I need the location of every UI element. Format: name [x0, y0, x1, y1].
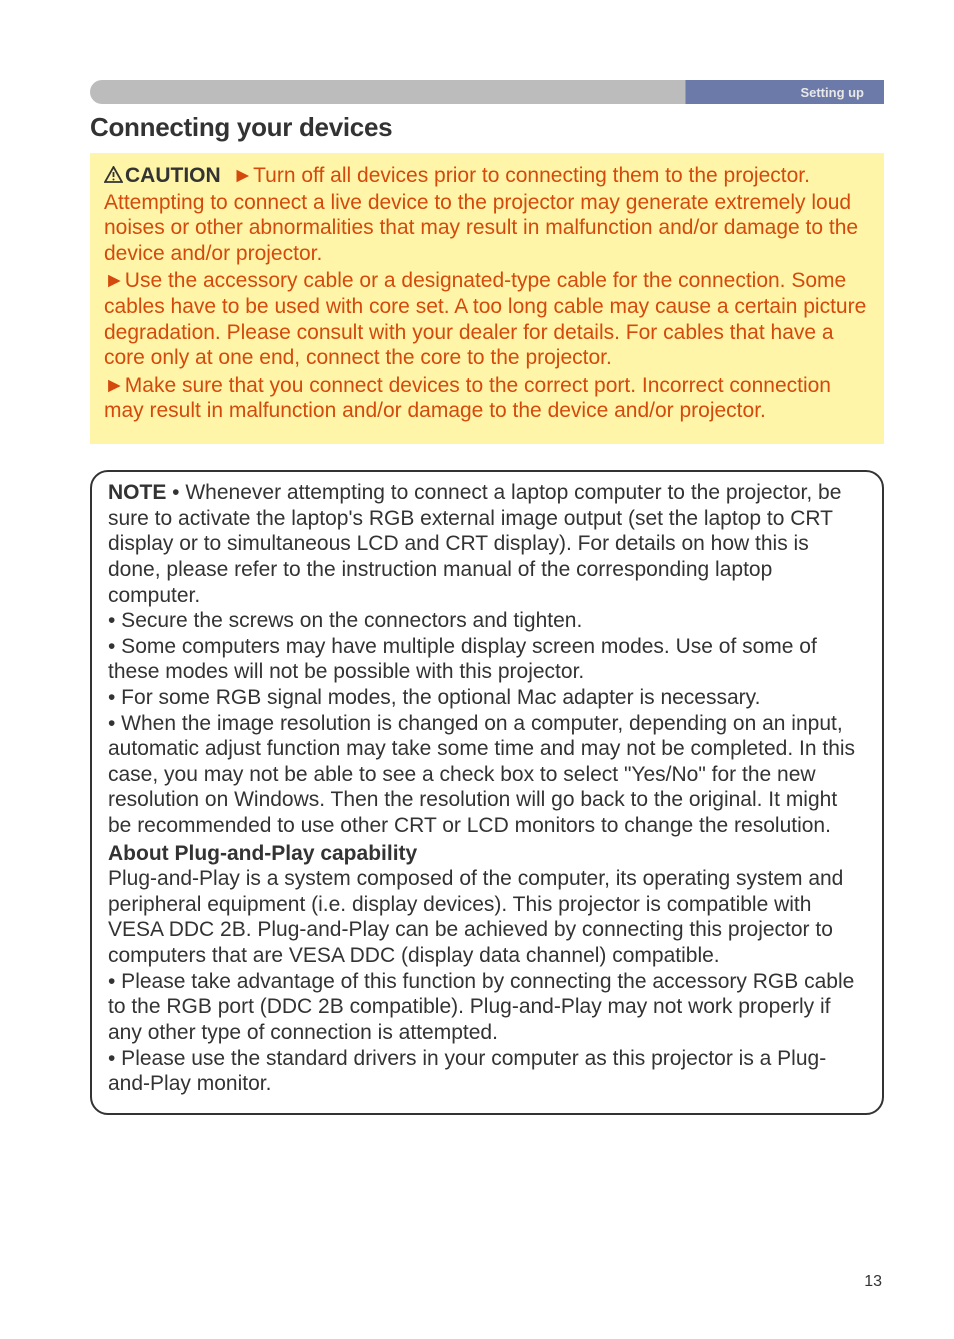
note-box: NOTE • Whenever attempting to connect a …: [90, 470, 884, 1115]
page-number: 13: [864, 1273, 882, 1291]
caution-paragraph-3: ►Make sure that you connect devices to t…: [104, 373, 870, 424]
note-sub-heading: About Plug-and-Play capability: [108, 841, 866, 867]
caution-paragraph-2: ►Use the accessory cable or a designated…: [104, 268, 870, 370]
warning-triangle-icon: [104, 164, 123, 190]
page-container: Setting up Connecting your devices CAUTI…: [0, 0, 954, 1155]
note-sub-paragraph-2: • Please take advantage of this function…: [108, 969, 866, 1046]
note-heading: NOTE: [108, 481, 166, 504]
note-sub-paragraph-1: Plug-and-Play is a system composed of th…: [108, 866, 866, 968]
chapter-label: Setting up: [800, 85, 864, 100]
caution-heading: CAUTION: [125, 164, 221, 187]
note-paragraph-3: • Some computers may have multiple displ…: [108, 634, 866, 685]
chapter-header-bar: Setting up: [90, 80, 884, 104]
caution-box: CAUTION ►Turn off all devices prior to c…: [90, 153, 884, 444]
note-paragraph-5: • When the image resolution is changed o…: [108, 711, 866, 839]
caution-paragraph-1: CAUTION ►Turn off all devices prior to c…: [104, 163, 870, 266]
note-paragraph-4: • For some RGB signal modes, the optiona…: [108, 685, 866, 711]
note-paragraph-1: NOTE • Whenever attempting to connect a …: [108, 480, 866, 608]
note-text-1: • Whenever attempting to connect a lapto…: [108, 481, 841, 606]
note-paragraph-2: • Secure the screws on the connectors an…: [108, 608, 866, 634]
note-sub-paragraph-3: • Please use the standard drivers in you…: [108, 1046, 866, 1097]
section-title: Connecting your devices: [90, 112, 884, 143]
